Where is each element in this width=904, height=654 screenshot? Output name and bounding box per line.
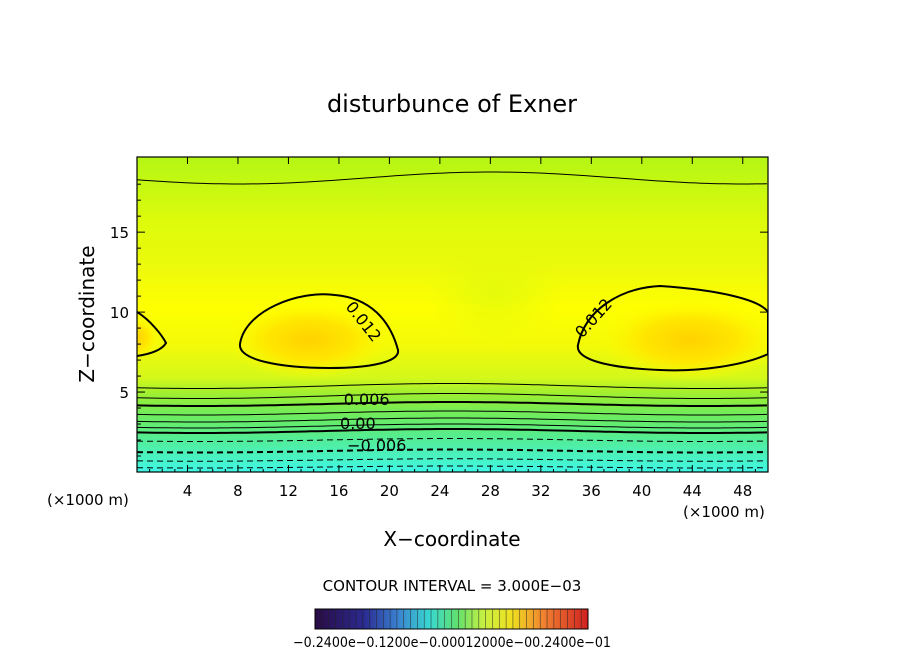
x-unit-right: (×1000 m) [683,503,765,521]
closed-contour-left [239,293,400,370]
y-axis-label: Z−coordinate [75,245,99,382]
contour-interval-label: CONTOUR INTERVAL = 3.000E−03 [323,577,582,595]
x-tick-label: 36 [582,482,601,500]
contour-lines [137,171,768,469]
x-tick-label: 32 [531,482,550,500]
contour-line [137,423,768,429]
closed-contour-edge [137,311,168,357]
x-unit-left: (×1000 m) [47,491,129,509]
x-tick-label: 12 [279,482,298,500]
contour-line [137,393,768,399]
contour-line [137,383,768,389]
y-tick-label: 5 [119,384,129,402]
contour-label: −0.006 [347,436,406,455]
contour-label: 0.006 [344,390,390,409]
y-tick-label: 15 [110,224,129,242]
x-tick-label: 48 [733,482,752,500]
x-tick-label: 28 [481,482,500,500]
trough-shade [425,235,565,345]
y-tick-label: 10 [110,304,129,322]
contour-label: 0.00 [340,414,376,433]
x-tick-label: 8 [233,482,243,500]
core-shade-right [595,298,768,382]
colorbar-tick-labels: −0.2400e−0.1200e−0.00012000e−00.2400e−01 [293,635,611,651]
x-axis-label: X−coordinate [383,527,520,551]
contour-line [137,171,768,185]
contour-line [137,438,767,442]
x-tick-label: 24 [430,482,449,500]
chart-title: disturbunce of Exner [327,90,577,118]
closed-contour-right [576,284,768,372]
x-tick-label: 4 [183,482,193,500]
x-tick-label: 20 [380,482,399,500]
x-tick-label: 16 [329,482,348,500]
colorbar-ticks [321,609,582,629]
core-shade-left [225,300,395,380]
contour-line [137,448,767,454]
contour-line [137,410,768,416]
contour-line [137,428,768,434]
contour-line [137,417,768,423]
contour-line [137,401,768,407]
plot-area [137,157,768,472]
contour-line [137,465,768,469]
x-tick-label: 40 [632,482,651,500]
x-tick-label: 44 [683,482,702,500]
contour-line [137,458,768,462]
